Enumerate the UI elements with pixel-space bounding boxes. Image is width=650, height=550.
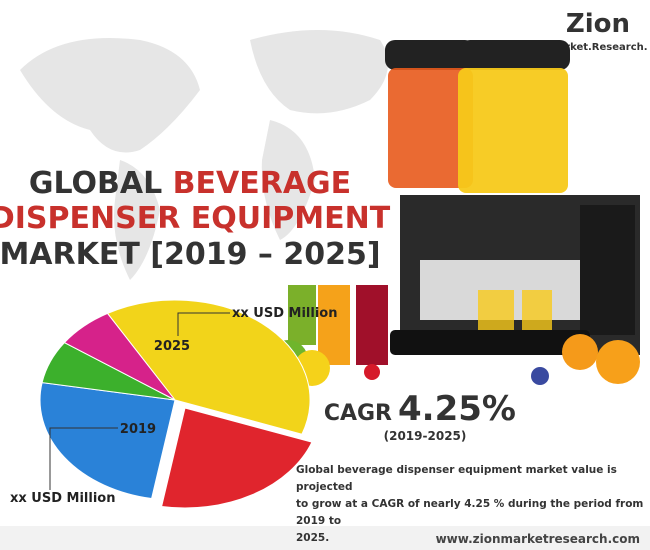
title-part: GLOBAL: [29, 166, 162, 201]
dispenser: [385, 40, 640, 355]
pie: [39, 299, 313, 509]
footer-bar: [0, 526, 650, 550]
logo-tagline: Market.Research.: [548, 42, 647, 53]
pie-value: xx USD Million: [10, 491, 115, 506]
description-line: to grow at a CAGR of nearly 4.25 % durin…: [296, 498, 644, 527]
cagr-period: (2019-2025): [384, 429, 467, 443]
pie-label: 2019: [120, 422, 156, 437]
footer-url: www.zionmarketresearch.com: [436, 532, 640, 546]
description-line: Global beverage dispenser equipment mark…: [296, 464, 617, 493]
leader-line: [177, 312, 230, 336]
leader-line: [49, 427, 118, 490]
title-accent: BEVERAGE: [173, 166, 352, 201]
description: Global beverage dispenser equipment mark…: [296, 462, 646, 547]
title-line: MARKET [2019 – 2025]: [0, 237, 381, 272]
pie-label: 2025: [154, 339, 190, 354]
cagr-label: CAGR: [324, 401, 392, 426]
logo-name: Zion: [566, 9, 630, 39]
cagr-value: 4.25%: [398, 389, 516, 429]
title-line: DISPENSER EQUIPMENT: [0, 201, 391, 236]
pie-value: xx USD Million: [232, 306, 337, 321]
description-line: 2025.: [296, 532, 330, 544]
title-line: GLOBAL BEVERAGE: [29, 166, 351, 201]
world-map: [20, 30, 388, 280]
